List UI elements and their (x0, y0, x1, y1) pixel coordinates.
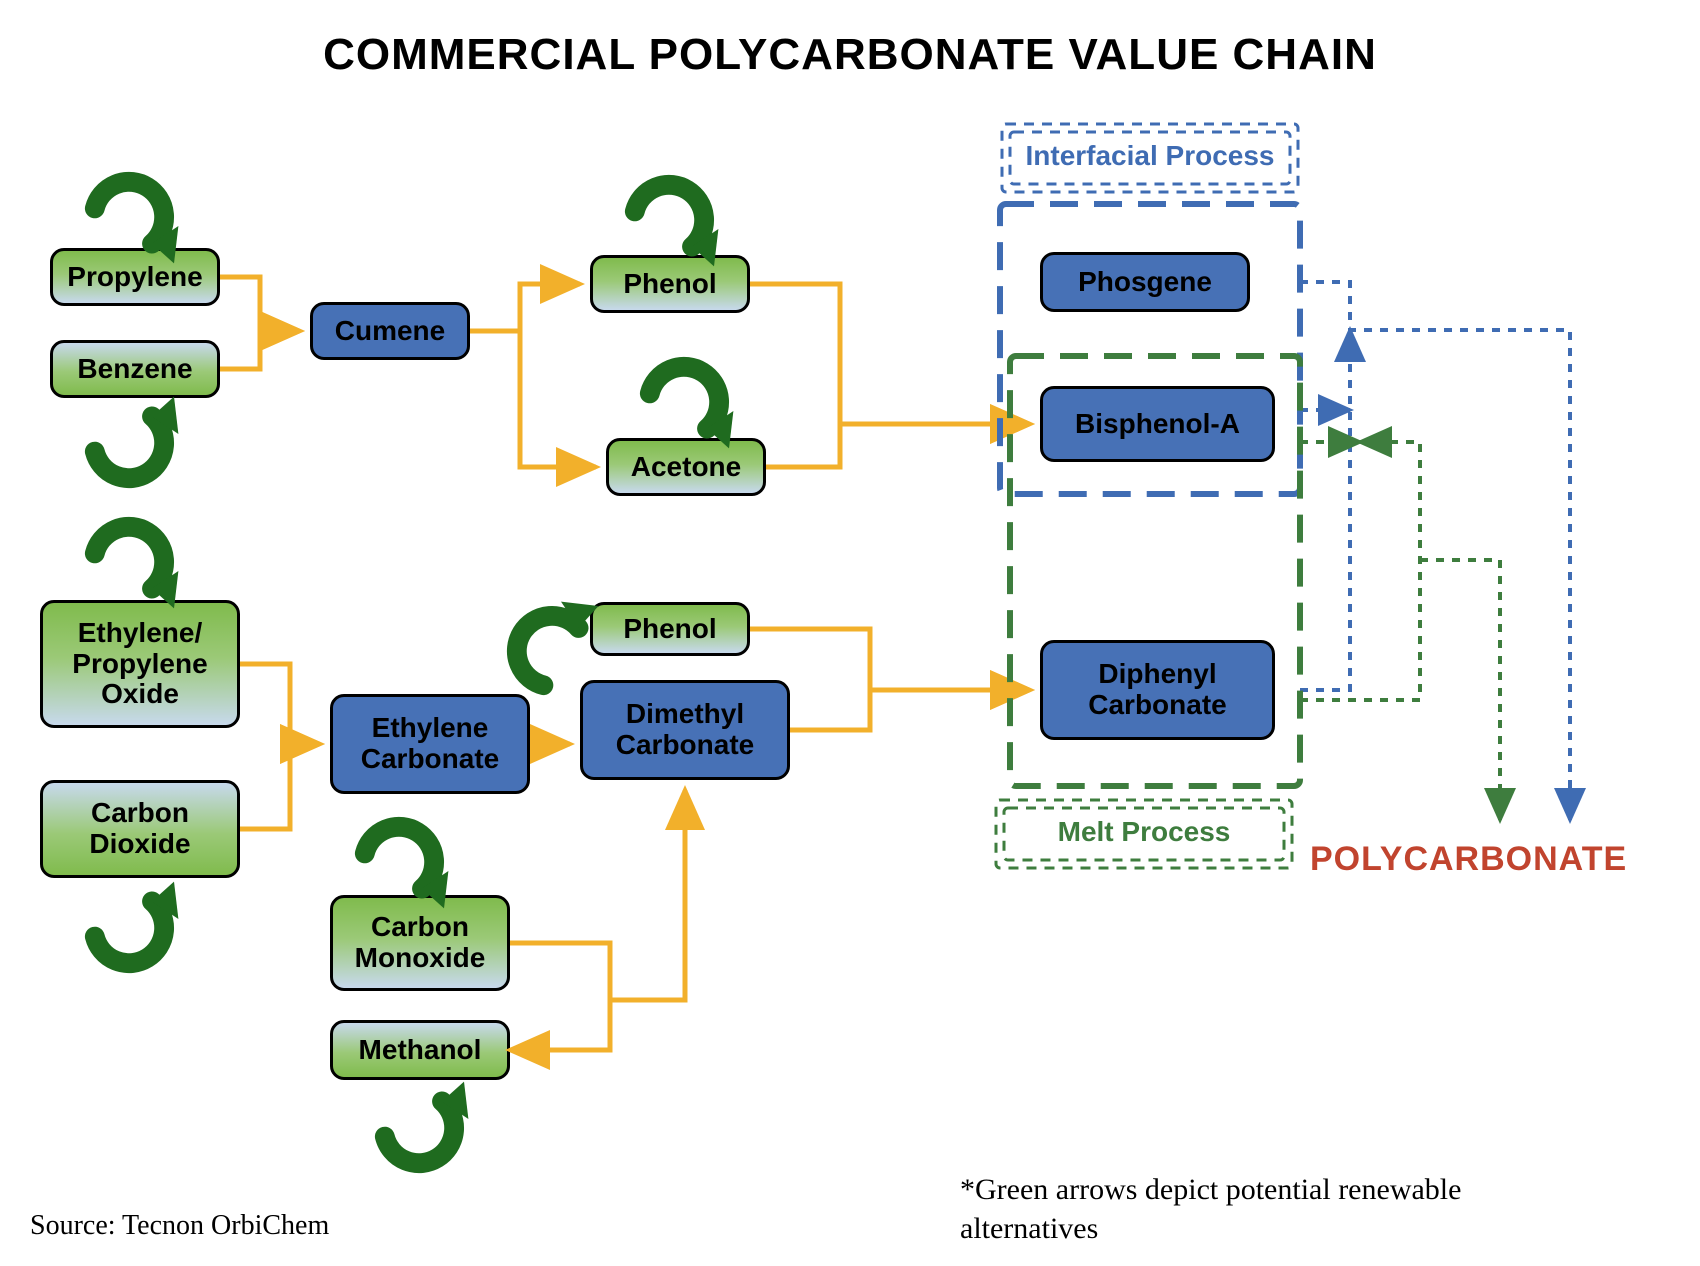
recycle-arrow-icon (95, 882, 179, 964)
node-epo: Ethylene/PropyleneOxide (40, 600, 240, 728)
recycle-arrow-icon (650, 367, 734, 449)
polycarbonate-label: POLYCARBONATE (1310, 840, 1627, 879)
node-dmc: DimethylCarbonate (580, 680, 790, 780)
recycle-arrow-icon (95, 397, 179, 479)
node-co2: CarbonDioxide (40, 780, 240, 878)
node-ec: EthyleneCarbonate (330, 694, 530, 794)
page-title: COMMERCIAL POLYCARBONATE VALUE CHAIN (0, 30, 1700, 80)
melt-process-label: Melt Process (1004, 816, 1284, 848)
diagram-stage: COMMERCIAL POLYCARBONATE VALUE CHAIN Pro… (0, 0, 1700, 1266)
node-co: CarbonMonoxide (330, 895, 510, 991)
interfacial-process-label: Interfacial Process (1010, 140, 1290, 172)
node-phenol2: Phenol (590, 602, 750, 656)
recycle-arrow-icon (385, 1082, 469, 1164)
footnote: *Green arrows depict potential renewable… (960, 1170, 1560, 1248)
node-dpc: DiphenylCarbonate (1040, 640, 1275, 740)
recycle-arrow-icon (517, 602, 599, 686)
node-propylene: Propylene (50, 248, 220, 306)
node-cumene: Cumene (310, 302, 470, 360)
node-phenol1: Phenol (590, 255, 750, 313)
node-benzene: Benzene (50, 340, 220, 398)
node-meoh: Methanol (330, 1020, 510, 1080)
arrow-layer (0, 0, 1700, 1266)
source-label: Source: Tecnon OrbiChem (30, 1210, 329, 1242)
node-phosgene: Phosgene (1040, 252, 1250, 312)
recycle-arrow-icon (95, 527, 179, 609)
node-acetone: Acetone (606, 438, 766, 496)
node-bpa: Bisphenol-A (1040, 386, 1275, 462)
